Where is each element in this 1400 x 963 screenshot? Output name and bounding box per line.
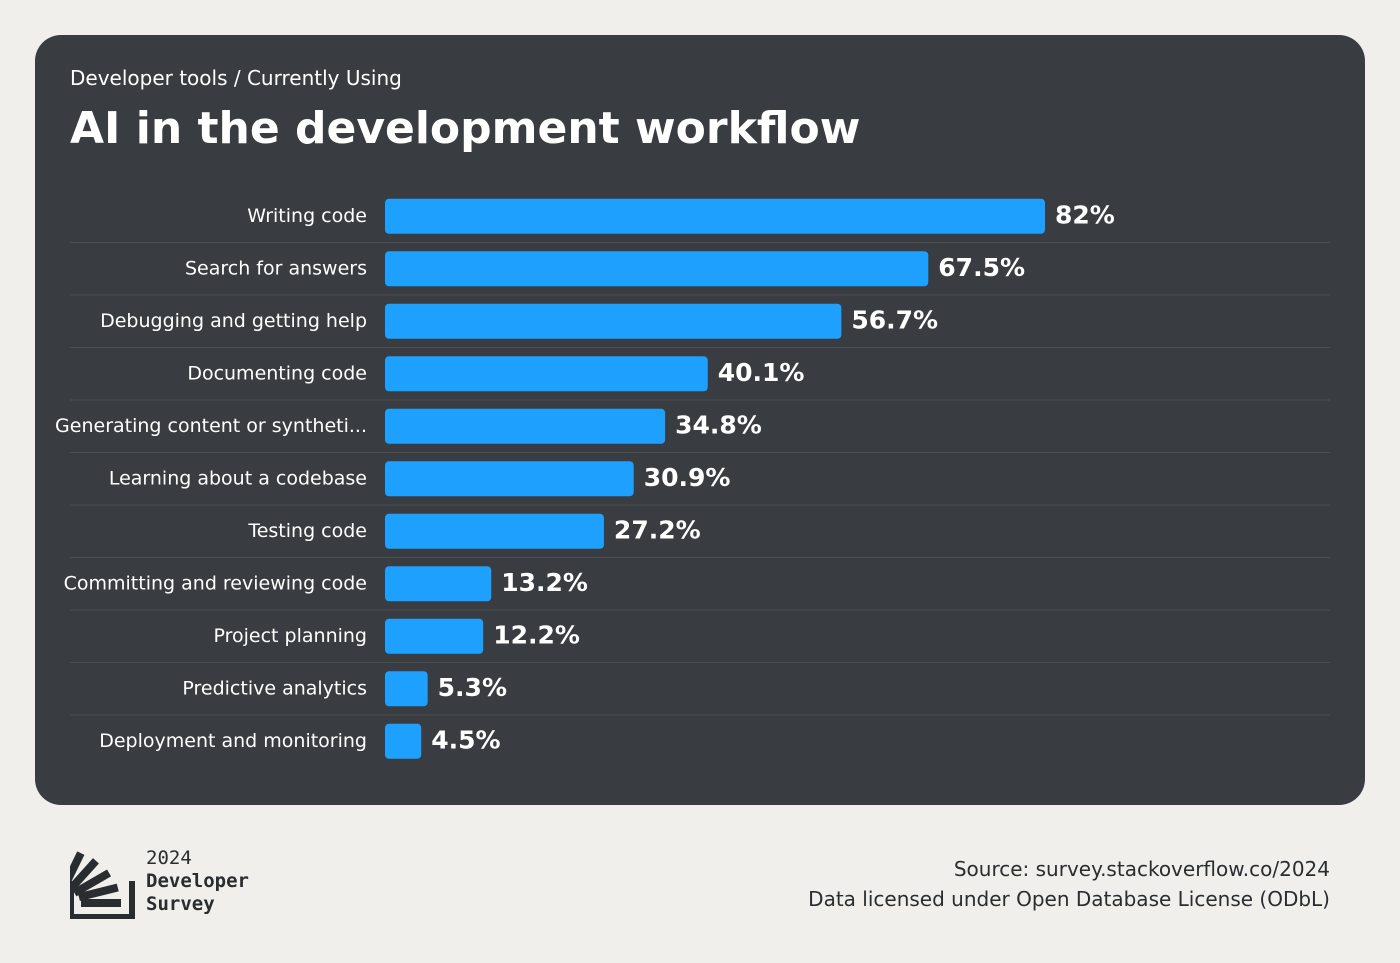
logo-text: 2024 Developer Survey bbox=[146, 847, 249, 916]
survey-logo: 2024 Developer Survey bbox=[59, 843, 330, 923]
value-label: 40.1% bbox=[718, 358, 805, 387]
value-label: 5.3% bbox=[438, 673, 507, 702]
category-label: Search for answers bbox=[185, 257, 367, 279]
category-label: Writing code bbox=[247, 205, 367, 227]
value-label: 56.7% bbox=[851, 305, 938, 334]
logo-line-2: Survey bbox=[146, 893, 215, 915]
category-label: Debugging and getting help bbox=[100, 310, 367, 332]
bar bbox=[385, 251, 929, 287]
category-label: Deployment and monitoring bbox=[99, 730, 367, 752]
bar bbox=[385, 356, 708, 392]
bar bbox=[385, 461, 634, 497]
bar bbox=[385, 566, 492, 602]
category-label: Documenting code bbox=[187, 362, 367, 384]
license-note: Data licensed under Open Database Licens… bbox=[808, 887, 1330, 911]
chart-card: Developer tools / Currently Using AI in … bbox=[35, 35, 1365, 805]
value-label: 82% bbox=[1055, 200, 1115, 229]
value-label: 13.2% bbox=[501, 568, 588, 597]
bar bbox=[385, 513, 604, 549]
value-label: 12.2% bbox=[493, 620, 580, 649]
value-label: 67.5% bbox=[938, 253, 1025, 282]
breadcrumb: Developer tools / Currently Using bbox=[70, 66, 402, 90]
logo-line-1: Developer bbox=[146, 870, 249, 892]
category-label: Predictive analytics bbox=[182, 677, 367, 699]
bar bbox=[385, 723, 422, 759]
category-label: Testing code bbox=[247, 520, 367, 542]
category-label: Generating content or syntheti... bbox=[55, 415, 367, 437]
bar bbox=[385, 671, 428, 707]
value-label: 27.2% bbox=[614, 515, 701, 544]
value-label: 34.8% bbox=[675, 410, 762, 439]
category-label: Committing and reviewing code bbox=[64, 572, 367, 594]
category-label: Project planning bbox=[214, 625, 368, 647]
source-link[interactable]: Source: survey.stackoverflow.co/2024 bbox=[953, 857, 1330, 881]
value-label: 4.5% bbox=[431, 725, 500, 754]
bar bbox=[385, 303, 842, 339]
bar bbox=[385, 198, 1045, 234]
category-label: Learning about a codebase bbox=[109, 467, 367, 489]
logo-year: 2024 bbox=[146, 847, 192, 869]
bar-chart: Writing code 82% Search for answers 67.5% De… bbox=[55, 198, 1330, 759]
source-note: Source: survey.stackoverflow.co/2024 Dat… bbox=[808, 854, 1330, 914]
stack-overflow-logo-icon bbox=[59, 851, 135, 920]
value-label: 30.9% bbox=[644, 463, 731, 492]
bar bbox=[385, 618, 484, 654]
bar bbox=[385, 408, 666, 444]
page-title: AI in the development workflow bbox=[70, 103, 861, 154]
